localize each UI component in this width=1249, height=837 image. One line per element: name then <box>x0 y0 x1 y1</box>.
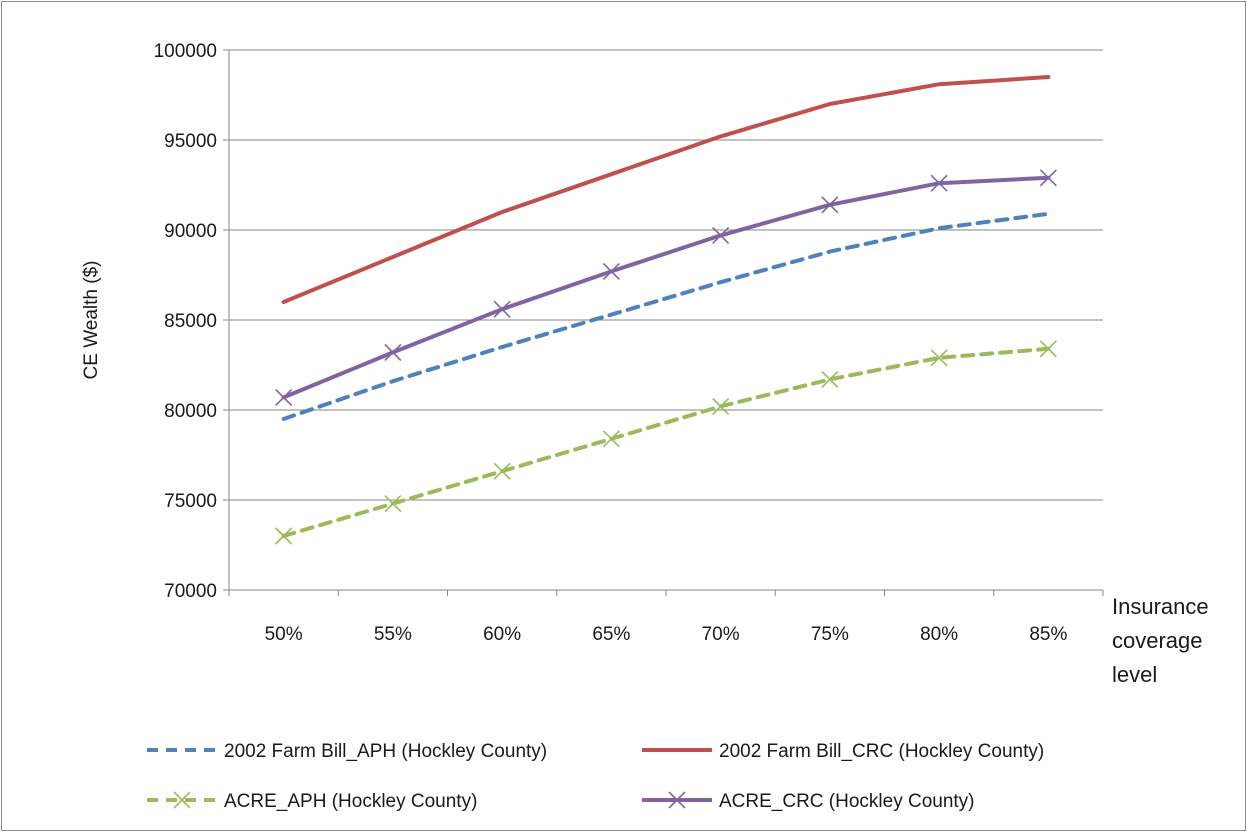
legend-item: ACRE_APH (Hockley County) <box>147 791 477 812</box>
legend-item: 2002 Farm Bill_CRC (Hockley County) <box>642 741 1044 762</box>
legend-item: ACRE_CRC (Hockley County) <box>642 791 975 812</box>
x-marker <box>930 174 948 192</box>
x-marker <box>602 430 620 448</box>
x-marker <box>493 300 511 318</box>
x-tick-label: 70% <box>702 624 740 645</box>
series-0 <box>281 211 1051 421</box>
series-lines <box>275 75 1057 545</box>
legend-label: ACRE_CRC (Hockley County) <box>719 791 975 812</box>
x-marker <box>821 370 839 388</box>
x-tick-label: 80% <box>920 624 958 645</box>
y-tick-label: 90000 <box>164 221 217 242</box>
legend-label: ACRE_APH (Hockley County) <box>224 791 477 812</box>
legend-label: 2002 Farm Bill_CRC (Hockley County) <box>719 741 1044 762</box>
series-3 <box>275 169 1057 406</box>
x-tick-label: 50% <box>265 624 303 645</box>
series-line <box>281 346 1051 538</box>
x-marker <box>668 791 686 809</box>
y-tick-label: 95000 <box>164 131 217 152</box>
x-marker <box>493 462 511 480</box>
x-marker <box>712 397 730 415</box>
series-2 <box>275 340 1057 545</box>
y-tick-label: 100000 <box>154 41 217 62</box>
series-1 <box>281 75 1051 304</box>
x-tick-label: 55% <box>374 624 412 645</box>
x-tick-label: 60% <box>483 624 521 645</box>
legend-item: 2002 Farm Bill_APH (Hockley County) <box>147 741 547 762</box>
series-line <box>281 75 1051 304</box>
y-tick-label: 70000 <box>164 581 217 602</box>
x-marker <box>930 349 948 367</box>
x-marker <box>275 527 293 545</box>
series-line <box>281 211 1051 421</box>
gridlines <box>229 49 1103 501</box>
x-marker <box>384 343 402 361</box>
x-axis-title: Insurance coverage level <box>1112 594 1209 687</box>
x-tick-label: 75% <box>811 624 849 645</box>
x-tick-label: 85% <box>1029 624 1067 645</box>
y-tick-label: 75000 <box>164 491 217 512</box>
axes: 70000 75000 80000 85000 90000 95000 100000 50% 5… <box>81 41 1209 687</box>
x-marker <box>821 196 839 214</box>
x-tick-label: 65% <box>592 624 630 645</box>
y-tick-label: 80000 <box>164 401 217 422</box>
legend: 2002 Farm Bill_APH (Hockley County) 2002 … <box>147 741 1044 812</box>
x-marker <box>602 262 620 280</box>
legend-label: 2002 Farm Bill_APH (Hockley County) <box>224 741 547 762</box>
x-marker <box>275 388 293 406</box>
x-marker <box>712 226 730 244</box>
x-marker <box>1039 340 1057 358</box>
y-tick-label: 85000 <box>164 311 217 332</box>
x-marker <box>1039 169 1057 187</box>
series-line <box>281 175 1051 400</box>
y-axis-title: CE Wealth ($) <box>81 261 102 380</box>
x-marker <box>173 791 191 809</box>
x-marker <box>384 495 402 513</box>
